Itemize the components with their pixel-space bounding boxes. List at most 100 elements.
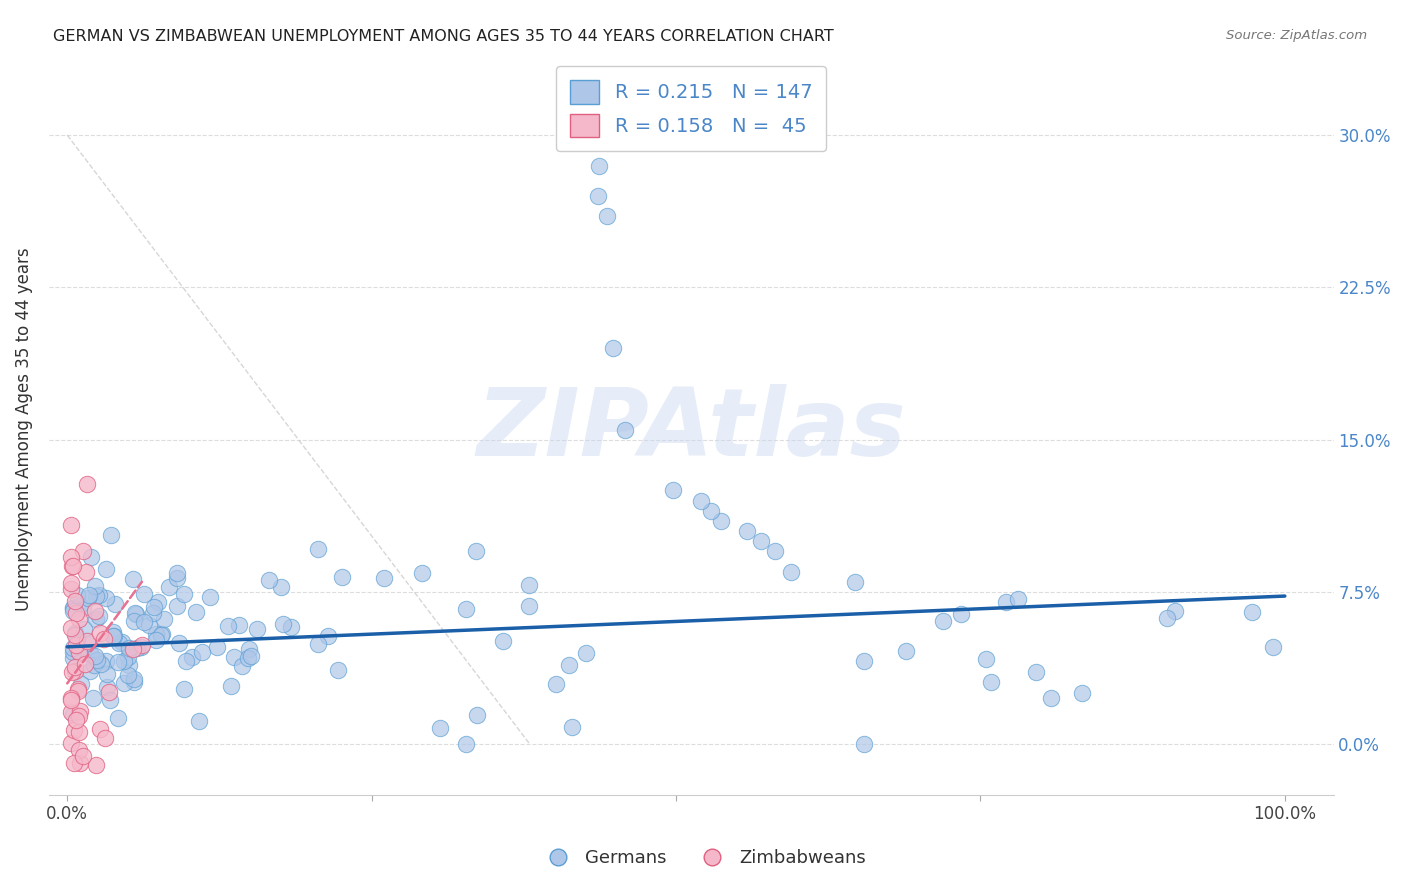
Legend: R = 0.215   N = 147, R = 0.158   N =  45: R = 0.215 N = 147, R = 0.158 N = 45 xyxy=(557,67,827,151)
Point xyxy=(145,627,167,641)
Point xyxy=(844,574,866,589)
Point xyxy=(65,638,87,652)
Point xyxy=(1007,592,1029,607)
Point xyxy=(118,640,141,655)
Point xyxy=(544,677,567,691)
Point xyxy=(689,493,711,508)
Point xyxy=(84,648,107,663)
Point xyxy=(67,611,90,625)
Point xyxy=(118,657,141,672)
Point xyxy=(316,629,339,643)
Point xyxy=(239,648,262,663)
Point xyxy=(219,679,242,693)
Point xyxy=(84,589,107,603)
Point xyxy=(103,629,125,643)
Point xyxy=(464,544,486,558)
Point xyxy=(138,617,160,632)
Point xyxy=(76,477,98,491)
Point xyxy=(181,649,204,664)
Point xyxy=(84,611,107,625)
Point xyxy=(62,604,84,618)
Point xyxy=(186,605,208,619)
Point xyxy=(142,606,165,620)
Point xyxy=(80,549,103,564)
Point xyxy=(93,632,115,646)
Point xyxy=(519,599,541,613)
Point xyxy=(228,618,250,632)
Point xyxy=(84,757,107,772)
Point xyxy=(124,673,146,687)
Point xyxy=(187,714,209,728)
Point xyxy=(84,578,107,592)
Point xyxy=(122,614,145,628)
Point xyxy=(557,658,579,673)
Point xyxy=(980,675,1002,690)
Point xyxy=(330,570,353,584)
Point xyxy=(62,640,84,655)
Point xyxy=(613,423,636,437)
Point xyxy=(575,646,598,660)
Point xyxy=(98,685,121,699)
Text: GERMAN VS ZIMBABWEAN UNEMPLOYMENT AMONG AGES 35 TO 44 YEARS CORRELATION CHART: GERMAN VS ZIMBABWEAN UNEMPLOYMENT AMONG … xyxy=(53,29,834,44)
Point xyxy=(166,571,188,585)
Point xyxy=(150,627,173,641)
Point xyxy=(62,651,84,665)
Point xyxy=(710,514,733,528)
Point xyxy=(131,638,153,652)
Point xyxy=(596,210,619,224)
Point xyxy=(111,635,134,649)
Point xyxy=(257,574,280,588)
Point xyxy=(89,722,111,736)
Point xyxy=(59,621,82,635)
Point xyxy=(100,693,122,707)
Point xyxy=(217,619,239,633)
Point xyxy=(67,645,90,659)
Point xyxy=(66,588,89,602)
Point xyxy=(1240,605,1263,619)
Point xyxy=(72,544,94,558)
Point xyxy=(67,725,90,739)
Point xyxy=(142,600,165,615)
Point xyxy=(59,518,82,533)
Point xyxy=(59,691,82,706)
Point xyxy=(107,710,129,724)
Point xyxy=(148,595,170,609)
Point xyxy=(125,641,148,656)
Point xyxy=(132,615,155,630)
Point xyxy=(63,664,86,678)
Point xyxy=(94,562,117,576)
Point xyxy=(273,616,295,631)
Point xyxy=(65,628,87,642)
Point xyxy=(79,664,101,678)
Point xyxy=(198,591,221,605)
Point xyxy=(93,731,115,745)
Point xyxy=(96,680,118,694)
Point xyxy=(896,644,918,658)
Text: Source: ZipAtlas.com: Source: ZipAtlas.com xyxy=(1226,29,1367,42)
Point xyxy=(173,682,195,697)
Point xyxy=(270,580,292,594)
Point xyxy=(62,601,84,615)
Point xyxy=(222,649,245,664)
Point xyxy=(112,676,135,690)
Point xyxy=(60,693,83,707)
Point xyxy=(117,668,139,682)
Point xyxy=(60,665,83,680)
Point xyxy=(101,629,124,643)
Point xyxy=(132,587,155,601)
Point xyxy=(69,704,91,718)
Point xyxy=(588,189,610,203)
Point xyxy=(75,657,97,671)
Point xyxy=(104,597,127,611)
Point xyxy=(1070,686,1092,700)
Point xyxy=(176,654,198,668)
Point xyxy=(69,756,91,770)
Point xyxy=(1164,604,1187,618)
Point xyxy=(86,653,108,667)
Point xyxy=(588,159,610,173)
Point xyxy=(207,640,229,654)
Point xyxy=(145,633,167,648)
Point xyxy=(62,559,84,574)
Point xyxy=(456,602,478,616)
Point xyxy=(90,657,112,672)
